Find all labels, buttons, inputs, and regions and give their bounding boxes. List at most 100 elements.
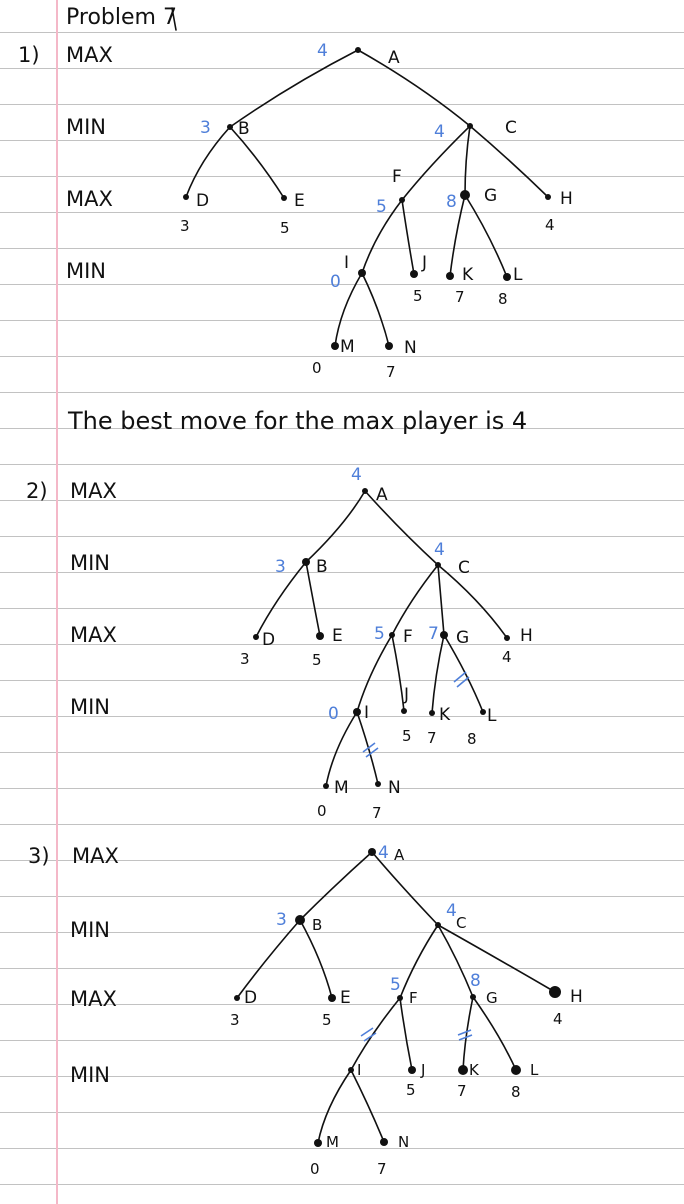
leaf-value-m: 0 bbox=[310, 1160, 320, 1178]
value-c: 4 bbox=[434, 540, 445, 560]
node-label-c: C bbox=[505, 118, 517, 138]
node-label-k: K bbox=[462, 265, 474, 285]
node-label-m: M bbox=[340, 337, 355, 357]
node-label-l: L bbox=[530, 1061, 539, 1079]
node-label-f: F bbox=[403, 627, 413, 647]
node-label-b: B bbox=[316, 557, 328, 577]
leaf-value-k: 7 bbox=[455, 288, 465, 306]
node-label-l: L bbox=[513, 265, 523, 285]
leaf-value-l: 8 bbox=[467, 730, 477, 748]
node-dot bbox=[435, 922, 441, 928]
leaf-value-d: 3 bbox=[180, 217, 190, 235]
node-label-d: D bbox=[244, 988, 257, 1008]
value-a: 4 bbox=[378, 843, 389, 863]
node-label-i: I bbox=[357, 1061, 361, 1079]
node-label-b: B bbox=[238, 119, 250, 139]
node-dot bbox=[458, 1065, 468, 1075]
title-tail bbox=[171, 7, 177, 31]
node-dot bbox=[504, 635, 510, 641]
node-label-d: D bbox=[196, 191, 209, 211]
part-1: 1) MAX MIN MAX MIN bbox=[18, 41, 573, 381]
part-1-backed-up-values: 4 3 4 5 8 0 bbox=[200, 41, 457, 292]
value-a: 4 bbox=[317, 41, 328, 61]
value-g: 7 bbox=[428, 624, 439, 644]
node-label-n: N bbox=[404, 338, 417, 358]
node-label-n: N bbox=[398, 1133, 409, 1151]
node-dot bbox=[435, 562, 441, 568]
part-2: 2) MAX MIN MAX MIN bbox=[26, 465, 533, 822]
node-dot bbox=[375, 781, 381, 787]
node-label-a: A bbox=[376, 485, 388, 505]
node-dot bbox=[295, 915, 305, 925]
node-label-c: C bbox=[456, 914, 466, 932]
node-label-m: M bbox=[334, 778, 349, 798]
node-dot bbox=[234, 995, 240, 1001]
node-label-k: K bbox=[439, 705, 451, 725]
node-label-l: L bbox=[487, 706, 497, 726]
part-2-number: 2) bbox=[26, 479, 48, 503]
node-dot bbox=[467, 123, 473, 129]
margin-line bbox=[56, 0, 58, 1204]
leaf-value-l: 8 bbox=[498, 290, 508, 308]
part-2-prune-marks bbox=[362, 671, 470, 758]
value-i: 0 bbox=[328, 704, 339, 724]
node-dot bbox=[480, 709, 486, 715]
leaf-value-h: 4 bbox=[502, 648, 512, 666]
prune-mark bbox=[458, 1034, 473, 1041]
node-dot bbox=[545, 194, 551, 200]
node-dot bbox=[368, 848, 376, 856]
node-label-m: M bbox=[326, 1133, 339, 1151]
leaf-value-l: 8 bbox=[511, 1083, 521, 1101]
part-2-row-min-2: MIN bbox=[70, 695, 110, 719]
node-dot bbox=[385, 342, 393, 350]
leaf-value-e: 5 bbox=[312, 651, 322, 669]
node-dot bbox=[353, 708, 361, 716]
node-label-a: A bbox=[388, 48, 400, 68]
node-label-b: B bbox=[312, 916, 322, 934]
node-dot bbox=[401, 708, 407, 714]
node-label-e: E bbox=[294, 191, 305, 211]
part-2-labels: A B C D E F G H I J K L M N bbox=[262, 485, 533, 798]
part-2-backed-up-values: 4 3 4 5 7 0 bbox=[275, 465, 445, 724]
part-1-row-max: MAX bbox=[66, 43, 113, 67]
node-label-j: J bbox=[421, 253, 427, 273]
part-2-edges bbox=[255, 490, 508, 787]
part-3-leaf-values: 3 5 4 5 7 8 0 7 bbox=[230, 1010, 563, 1178]
node-label-g: G bbox=[456, 628, 469, 648]
part-1-row-min-2: MIN bbox=[66, 259, 106, 283]
part-2-leaf-values: 3 5 4 5 7 8 0 7 bbox=[240, 648, 512, 822]
value-c: 4 bbox=[446, 901, 457, 921]
node-dot bbox=[323, 783, 329, 789]
node-dot bbox=[227, 124, 233, 130]
value-g: 8 bbox=[470, 971, 481, 991]
node-label-j: J bbox=[403, 685, 409, 705]
node-label-g: G bbox=[486, 989, 498, 1007]
node-dot bbox=[358, 269, 366, 277]
part-1-row-min: MIN bbox=[66, 115, 106, 139]
leaf-value-j: 5 bbox=[402, 727, 412, 745]
node-label-f: F bbox=[409, 989, 418, 1007]
prune-mark bbox=[363, 1032, 377, 1042]
node-dot bbox=[389, 632, 395, 638]
node-dot bbox=[331, 342, 339, 350]
node-dot bbox=[429, 710, 435, 716]
leaf-value-j: 5 bbox=[413, 287, 423, 305]
part-2-row-max-2: MAX bbox=[70, 623, 117, 647]
prune-mark bbox=[365, 747, 379, 758]
node-label-d: D bbox=[262, 630, 275, 650]
node-dot bbox=[328, 994, 336, 1002]
node-dot bbox=[314, 1139, 322, 1147]
leaf-value-k: 7 bbox=[427, 729, 437, 747]
part-3-row-max-2: MAX bbox=[70, 987, 117, 1011]
node-dot bbox=[470, 994, 476, 1000]
part-1-edges bbox=[185, 49, 549, 347]
leaf-value-n: 7 bbox=[386, 363, 396, 381]
node-label-g: G bbox=[484, 186, 497, 206]
node-dot bbox=[503, 273, 511, 281]
node-dot bbox=[410, 270, 418, 278]
part-3-number: 3) bbox=[28, 844, 50, 868]
node-label-e: E bbox=[340, 988, 351, 1008]
prune-mark bbox=[457, 1029, 472, 1036]
leaf-value-k: 7 bbox=[457, 1082, 467, 1100]
node-dot bbox=[281, 195, 287, 201]
